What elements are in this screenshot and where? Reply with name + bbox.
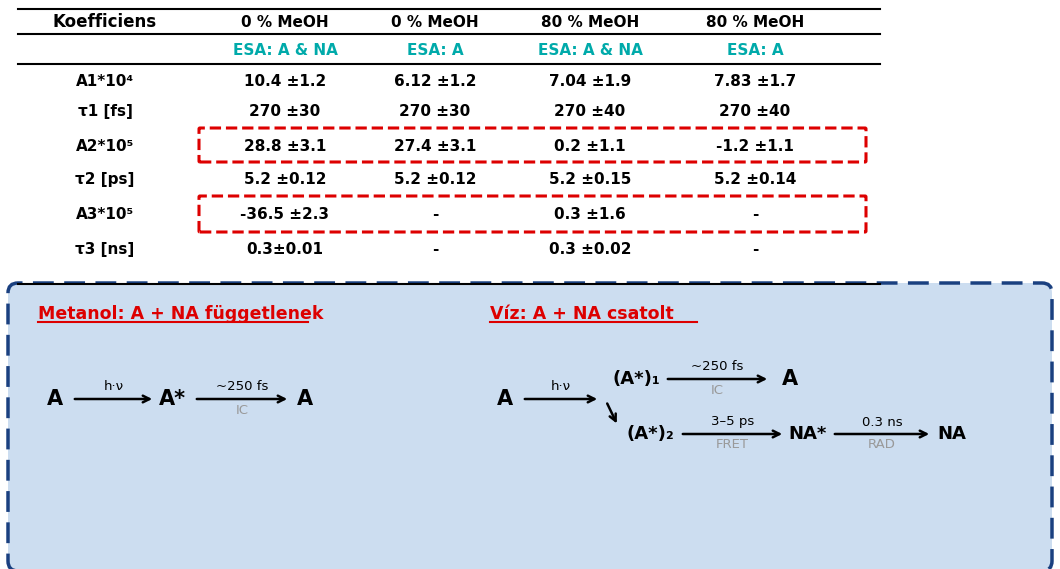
Text: ESA: A & NA: ESA: A & NA: [232, 43, 337, 57]
Text: 7.83 ±1.7: 7.83 ±1.7: [713, 73, 796, 89]
Text: 0 % MeOH: 0 % MeOH: [391, 14, 479, 30]
Text: -1.2 ±1.1: -1.2 ±1.1: [717, 138, 794, 154]
Text: 270 ±40: 270 ±40: [720, 104, 791, 118]
Text: A: A: [497, 389, 513, 409]
Text: IC: IC: [235, 403, 248, 417]
Text: RAD: RAD: [868, 439, 896, 451]
FancyBboxPatch shape: [8, 283, 1052, 569]
Text: Víz: A + NA csatolt: Víz: A + NA csatolt: [490, 305, 674, 323]
Text: ~250 fs: ~250 fs: [691, 361, 744, 373]
Text: 0.2 ±1.1: 0.2 ±1.1: [554, 138, 625, 154]
Text: 0.3 ns: 0.3 ns: [862, 415, 902, 428]
Text: (A*)₁: (A*)₁: [612, 370, 660, 388]
Text: ESA: A & NA: ESA: A & NA: [537, 43, 642, 57]
Text: 6.12 ±1.2: 6.12 ±1.2: [393, 73, 476, 89]
Text: 5.2 ±0.12: 5.2 ±0.12: [244, 171, 326, 187]
Text: τ1 [fs]: τ1 [fs]: [77, 104, 132, 118]
Text: FRET: FRET: [716, 439, 749, 451]
Text: -: -: [752, 207, 758, 221]
Text: 7.04 ±1.9: 7.04 ±1.9: [549, 73, 631, 89]
Text: -: -: [431, 207, 438, 221]
Text: -: -: [752, 241, 758, 257]
Text: A: A: [47, 389, 63, 409]
Text: A3*10⁵: A3*10⁵: [76, 207, 135, 221]
Text: h·ν: h·ν: [104, 381, 124, 394]
Text: 0 % MeOH: 0 % MeOH: [242, 14, 329, 30]
Text: ESA: A: ESA: A: [407, 43, 463, 57]
Text: ESA: A: ESA: A: [727, 43, 783, 57]
Text: IC: IC: [711, 384, 724, 397]
Text: 3–5 ps: 3–5 ps: [711, 415, 754, 428]
Text: h·ν: h·ν: [551, 381, 571, 394]
Text: 80 % MeOH: 80 % MeOH: [706, 14, 805, 30]
Text: A1*10⁴: A1*10⁴: [76, 73, 134, 89]
Text: A: A: [782, 369, 798, 389]
Text: 80 % MeOH: 80 % MeOH: [541, 14, 639, 30]
Text: (A*)₂: (A*)₂: [626, 425, 674, 443]
Text: 27.4 ±3.1: 27.4 ±3.1: [394, 138, 476, 154]
Text: NA: NA: [937, 425, 967, 443]
Text: 0.3 ±1.6: 0.3 ±1.6: [554, 207, 625, 221]
Text: -36.5 ±2.3: -36.5 ±2.3: [241, 207, 330, 221]
Text: NA*: NA*: [789, 425, 827, 443]
Text: 270 ±30: 270 ±30: [400, 104, 471, 118]
Text: Metanol: A + NA függetlenek: Metanol: A + NA függetlenek: [38, 305, 323, 323]
Text: A2*10⁵: A2*10⁵: [76, 138, 135, 154]
Text: Koefficiens: Koefficiens: [53, 13, 157, 31]
Text: 270 ±40: 270 ±40: [554, 104, 625, 118]
Text: 0.3 ±0.02: 0.3 ±0.02: [549, 241, 632, 257]
Text: A: A: [297, 389, 313, 409]
Text: 5.2 ±0.14: 5.2 ±0.14: [713, 171, 796, 187]
Text: 10.4 ±1.2: 10.4 ±1.2: [244, 73, 326, 89]
Text: ~250 fs: ~250 fs: [216, 381, 268, 394]
Text: 5.2 ±0.15: 5.2 ±0.15: [549, 171, 631, 187]
Text: 28.8 ±3.1: 28.8 ±3.1: [244, 138, 326, 154]
Text: τ3 [ns]: τ3 [ns]: [75, 241, 135, 257]
Text: 0.3±0.01: 0.3±0.01: [247, 241, 323, 257]
Text: τ2 [ps]: τ2 [ps]: [75, 171, 135, 187]
Text: -: -: [431, 241, 438, 257]
Text: A*: A*: [158, 389, 186, 409]
Text: 5.2 ±0.12: 5.2 ±0.12: [393, 171, 476, 187]
Text: 270 ±30: 270 ±30: [249, 104, 320, 118]
